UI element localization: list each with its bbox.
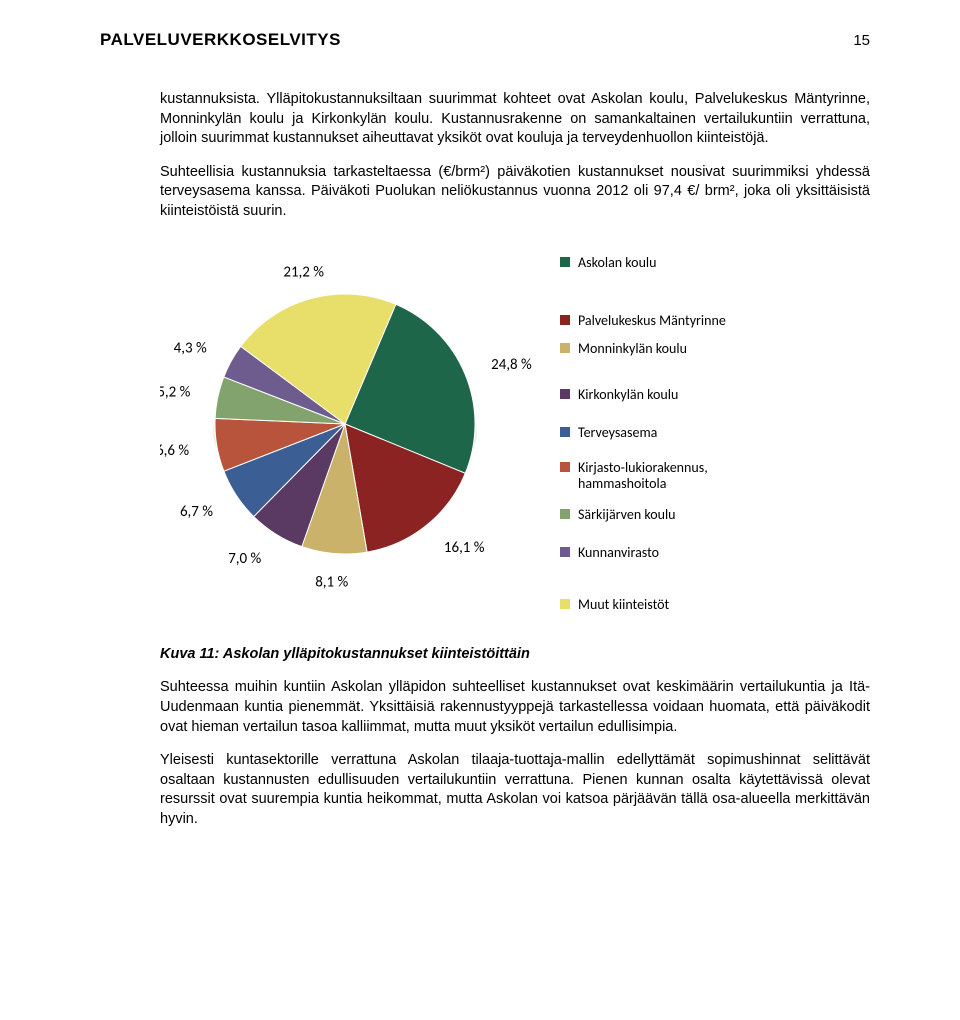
legend-label: Muut kiinteistöt	[578, 596, 670, 613]
legend-swatch-icon	[560, 257, 570, 267]
legend-swatch-icon	[560, 599, 570, 609]
legend-label: Särkijärven koulu	[578, 506, 676, 523]
legend-swatch-icon	[560, 315, 570, 325]
legend-item-palvelukeskus: Palvelukeskus Mäntyrinne	[560, 312, 726, 329]
pie-chart-svg: 24,8 % 16,1 % 8,1 % 7,0 % 6,7 % 6,6 % 5,2 % 4,3…	[160, 249, 860, 619]
paragraph-3: Suhteessa muihin kuntiin Askolan ylläpid…	[160, 678, 870, 737]
legend-item-sarkijarven: Särkijärven koulu	[560, 506, 676, 523]
paragraph-1: kustannuksista. Ylläpitokustannuksiltaan…	[160, 90, 870, 149]
header-title: PALVELUVERKKOSELVITYS	[100, 30, 341, 50]
slice-label-palvelukeskus: 16,1 %	[444, 540, 485, 558]
legend-item-muut: Muut kiinteistöt	[560, 596, 670, 613]
figure-caption: Kuva 11: Askolan ylläpitokustannukset ki…	[160, 646, 870, 662]
legend-label: Palvelukeskus Mäntyrinne	[578, 312, 726, 329]
legend-swatch-icon	[560, 389, 570, 399]
legend-label-line2: hammashoitola	[578, 475, 666, 492]
legend-swatch-icon	[560, 547, 570, 557]
legend-label: Kirjasto-lukiorakennus,	[578, 459, 708, 476]
paragraph-2: Suhteellisia kustannuksia tarkasteltaess…	[160, 163, 870, 222]
legend-item-kirkonkylan: Kirkonkylän koulu	[560, 386, 678, 403]
legend-swatch-icon	[560, 427, 570, 437]
legend-swatch-icon	[560, 509, 570, 519]
legend-item-kunnanvirasto: Kunnanvirasto	[560, 544, 659, 561]
slice-label-kunnanvirasto: 4,3 %	[174, 340, 207, 358]
slice-label-kirkonkylan: 7,0 %	[228, 550, 261, 568]
legend-label: Terveysasema	[578, 424, 657, 441]
page: PALVELUVERKKOSELVITYS 15 kustannuksista.…	[0, 0, 960, 883]
legend-item-terveysasema: Terveysasema	[560, 424, 657, 441]
page-number: 15	[853, 32, 870, 49]
slice-label-askolan_koulu: 24,8 %	[491, 356, 532, 374]
pie-chart-container: 24,8 % 16,1 % 8,1 % 7,0 % 6,7 % 6,6 % 5,2 % 4,3…	[160, 249, 870, 624]
legend-swatch-icon	[560, 462, 570, 472]
legend-swatch-icon	[560, 343, 570, 353]
slice-label-sarkijarven: 5,2 %	[160, 384, 191, 402]
slice-label-terveysasema: 6,7 %	[180, 503, 213, 521]
legend-item-monninkylan: Monninkylän koulu	[560, 340, 687, 357]
paragraph-4: Yleisesti kuntasektorille verrattuna Ask…	[160, 751, 870, 829]
legend-label: Monninkylän koulu	[578, 340, 687, 357]
legend-label: Askolan koulu	[578, 254, 657, 271]
legend-label: Kirkonkylän koulu	[578, 386, 678, 403]
legend-item-askolan_koulu: Askolan koulu	[560, 254, 657, 271]
slice-label-muut: 21,2 %	[283, 264, 324, 282]
page-header: PALVELUVERKKOSELVITYS 15	[100, 30, 870, 50]
slice-label-kirjasto: 6,6 %	[160, 442, 189, 460]
slice-label-monninkylan: 8,1 %	[315, 574, 348, 592]
legend-item-kirjasto: hammashoitolaKirjasto-lukiorakennus,	[560, 459, 708, 492]
legend-label: Kunnanvirasto	[578, 544, 659, 561]
